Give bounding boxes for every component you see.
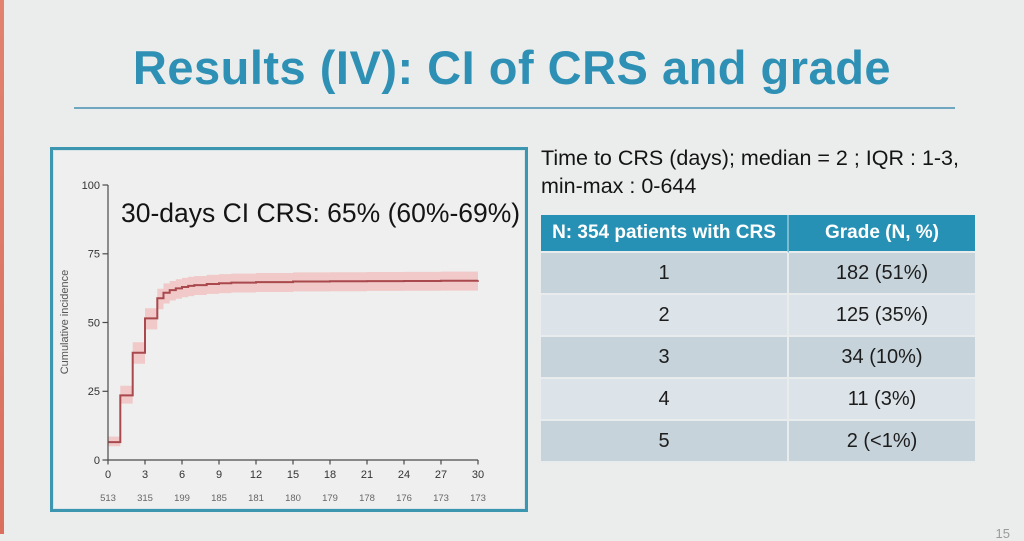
svg-text:185: 185 (211, 493, 227, 504)
svg-text:513: 513 (100, 493, 116, 504)
svg-text:3: 3 (142, 469, 148, 481)
svg-text:199: 199 (174, 493, 190, 504)
grade-table-header-grade: Grade (N, %) (789, 215, 975, 253)
ci-curve-chart: 0 25 50 75 100 0 513 3 315 6 199 9 185 12 181 15 180 18 17… (53, 150, 525, 509)
svg-text:173: 173 (470, 493, 486, 504)
svg-text:176: 176 (396, 493, 412, 504)
svg-text:6: 6 (179, 469, 185, 481)
ci-chart-panel: 0 25 50 75 100 0 513 3 315 6 199 9 185 12 181 15 180 18 17… (50, 147, 528, 512)
table-row: 2 125 (35%) (541, 295, 977, 337)
grade-table-body: 1 182 (51%) 2 125 (35%) 3 34 (10%) 4 11 (3%) 5 2 … (541, 253, 977, 463)
svg-text:12: 12 (250, 469, 262, 481)
count-cell: 2 (<1%) (789, 421, 975, 463)
time-to-crs-line2: min-max : 0-644 (541, 174, 697, 198)
svg-text:75: 75 (88, 249, 100, 261)
time-to-crs-line1: Time to CRS (days); median = 2 ; IQR : 1… (541, 146, 959, 170)
grade-cell: 2 (541, 295, 789, 337)
grade-cell: 4 (541, 379, 789, 421)
count-cell: 11 (3%) (789, 379, 975, 421)
svg-text:180: 180 (285, 493, 301, 504)
slide-accent-stripe (0, 0, 4, 534)
svg-text:15: 15 (287, 469, 299, 481)
grade-table-header-patients: N: 354 patients with CRS (541, 215, 789, 253)
count-cell: 34 (10%) (789, 337, 975, 379)
count-cell: 182 (51%) (789, 253, 975, 295)
svg-text:30: 30 (472, 469, 484, 481)
time-to-crs-text: Time to CRS (days); median = 2 ; IQR : 1… (541, 144, 1001, 200)
svg-text:27: 27 (435, 469, 447, 481)
svg-text:0: 0 (94, 455, 100, 467)
svg-text:18: 18 (324, 469, 336, 481)
confidence-band (108, 271, 478, 447)
table-row: 4 11 (3%) (541, 379, 977, 421)
svg-text:173: 173 (433, 493, 449, 504)
svg-text:9: 9 (216, 469, 222, 481)
svg-text:30-days CI CRS: 65% (60%-69%): 30-days CI CRS: 65% (60%-69%) (121, 198, 520, 228)
svg-text:179: 179 (322, 493, 338, 504)
svg-text:21: 21 (361, 469, 373, 481)
grade-cell: 1 (541, 253, 789, 295)
svg-text:24: 24 (398, 469, 410, 481)
svg-text:100: 100 (82, 180, 100, 192)
svg-text:25: 25 (88, 386, 100, 398)
title-underline (74, 107, 955, 109)
svg-text:Cumulative incidence: Cumulative incidence (59, 270, 71, 375)
grade-cell: 5 (541, 421, 789, 463)
table-row: 1 182 (51%) (541, 253, 977, 295)
grade-cell: 3 (541, 337, 789, 379)
svg-text:181: 181 (248, 493, 264, 504)
table-row: 3 34 (10%) (541, 337, 977, 379)
svg-text:178: 178 (359, 493, 375, 504)
svg-text:50: 50 (88, 317, 100, 329)
page-title: Results (IV): CI of CRS and grade (132, 41, 892, 94)
svg-text:315: 315 (137, 493, 153, 504)
grade-table-header: N: 354 patients with CRS Grade (N, %) (541, 215, 977, 253)
count-cell: 125 (35%) (789, 295, 975, 337)
svg-text:0: 0 (105, 469, 111, 481)
ci-step-curve (108, 279, 479, 444)
